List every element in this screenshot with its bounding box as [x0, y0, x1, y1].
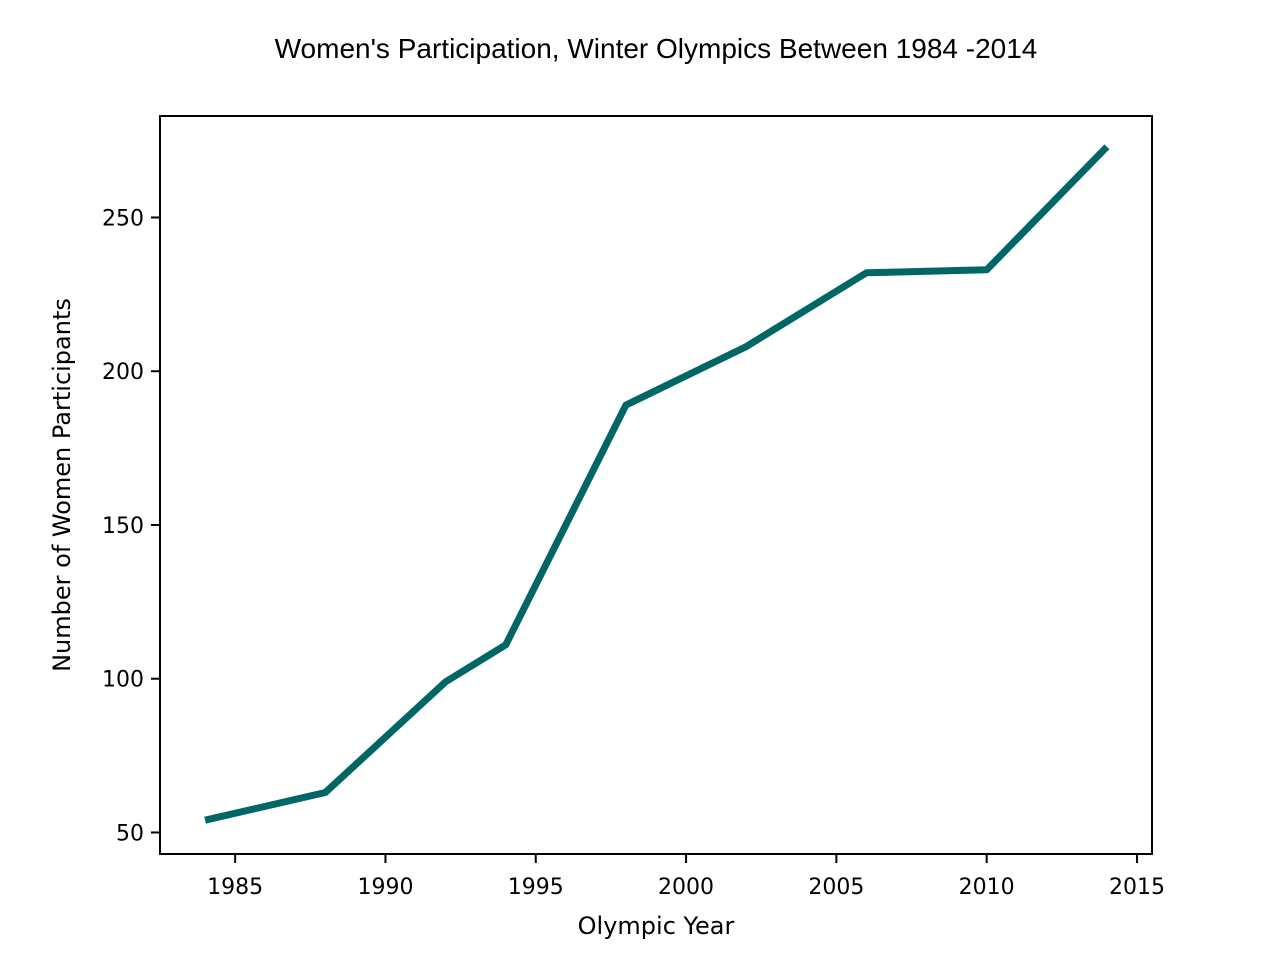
y-tick-label: 150	[102, 514, 144, 539]
x-axis-ticks: 1985 1990 1995 2000 2005 2010 2015	[207, 854, 1165, 900]
y-tick: 50	[116, 821, 160, 846]
x-tick: 2010	[959, 854, 1015, 900]
x-tick-label: 1985	[207, 875, 263, 900]
y-tick: 100	[102, 668, 160, 693]
x-tick: 2005	[808, 854, 864, 900]
x-tick: 1990	[357, 854, 413, 900]
series-line	[204, 144, 1110, 824]
y-tick: 200	[102, 360, 160, 385]
x-tick-label: 2000	[658, 875, 714, 900]
y-tick: 250	[102, 206, 160, 231]
x-tick-label: 2005	[808, 875, 864, 900]
y-tick-label: 200	[102, 360, 144, 385]
y-axis-label: Number of Women Participants	[48, 298, 76, 672]
y-tick-label: 250	[102, 206, 144, 231]
x-axis-label: Olympic Year	[578, 912, 735, 940]
x-tick: 1985	[207, 854, 263, 900]
y-axis-ticks: 50 100 150 200 250	[102, 206, 160, 846]
x-tick-label: 2010	[959, 875, 1015, 900]
chart-title: Women's Participation, Winter Olympics B…	[275, 33, 1038, 64]
series-layer	[204, 144, 1110, 824]
x-tick: 1995	[508, 854, 564, 900]
x-tick-label: 1990	[357, 875, 413, 900]
y-tick: 150	[102, 514, 160, 539]
plot-frame	[159, 115, 1153, 855]
y-tick-label: 100	[102, 668, 144, 693]
x-tick-label: 1995	[508, 875, 564, 900]
x-tick-label: 2015	[1109, 875, 1165, 900]
x-tick: 2000	[658, 854, 714, 900]
y-tick-label: 50	[116, 821, 144, 846]
x-tick: 2015	[1109, 854, 1165, 900]
